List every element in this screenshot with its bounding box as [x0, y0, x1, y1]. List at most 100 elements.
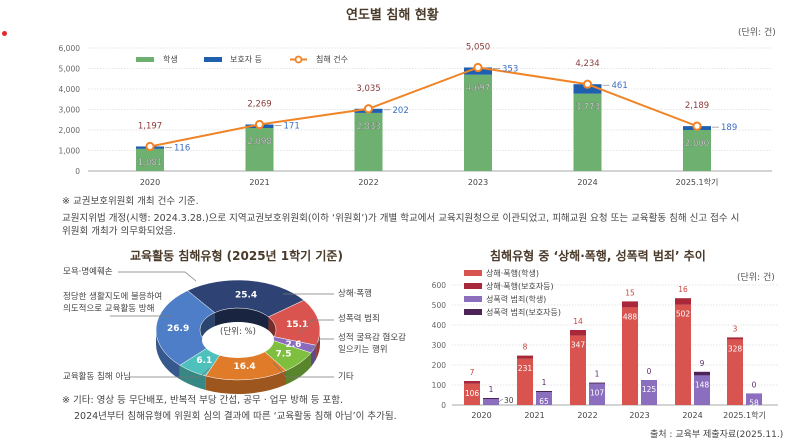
donut-slice: [155, 290, 216, 366]
bar-value-parent: 353: [502, 64, 518, 74]
total-point: [145, 141, 155, 152]
leader-line: [128, 367, 211, 378]
bar-sexual-student: [641, 380, 657, 405]
donut-value-label: 16.4: [233, 362, 255, 372]
pie-label-humiliation-2: 일으키는 행위: [338, 345, 388, 355]
bar-sexual-student: [483, 399, 499, 405]
bar-sexual-parent: [536, 391, 552, 392]
legend-label-parent: 보호자 등: [230, 55, 262, 64]
bar-assault-student: [464, 383, 480, 405]
top-note-1: ※ 교권보호위원회 개최 건수 기준.: [62, 196, 199, 207]
donut-inner-wall: [268, 316, 276, 344]
x-tick-label: 2021: [249, 178, 269, 187]
bar-value-student: 2,833: [356, 122, 380, 132]
bar-value-assault-student: 106: [465, 389, 480, 398]
y-tick-label: 4,000: [59, 85, 81, 94]
y-tick-label: 5,000: [59, 65, 81, 74]
bar-value-sexual-student: 65: [539, 397, 549, 406]
pie-label-other: 기타: [338, 372, 354, 382]
bar-value-assault-parent: 14: [573, 317, 583, 326]
legend-marker-total: [294, 55, 303, 64]
bar-value-parent: 189: [721, 123, 737, 133]
bar-parent: [573, 84, 602, 94]
x-tick-label: 2023: [468, 178, 488, 187]
bar-assault-parent: [622, 301, 638, 308]
chart1-title: 연도별 침해 현황: [346, 8, 439, 23]
pie-label-assault: 상해·폭행: [338, 289, 372, 299]
bar-value-sexual-parent: 9: [700, 359, 705, 368]
leader-line: [496, 398, 504, 404]
bar-value-parent: 202: [393, 106, 409, 116]
pie-label-humiliation-1: 성적 굴욕감 혐오감: [338, 333, 406, 343]
bar-assault-parent: [727, 337, 743, 340]
pie-label-disruption-2: 의도적으로 교육활동 방해: [63, 304, 155, 314]
pie-label-not-infringement: 교육활동 침해 아님: [63, 372, 131, 382]
line-value-total: 2,269: [247, 99, 271, 109]
bar-assault-student: [570, 335, 586, 405]
chart2-title: 교육활동 침해유형 (2025년 1학기 기준): [130, 249, 343, 263]
bar-value-student: 2,098: [247, 137, 271, 147]
bar-value-assault-parent: 8: [523, 343, 528, 352]
donut-side-wall: [179, 365, 206, 390]
legend-swatch: [464, 283, 482, 289]
line-value-total: 3,035: [356, 84, 380, 94]
legend-swatch: [464, 309, 482, 315]
line-value-total: 4,234: [575, 59, 599, 69]
x-tick-label: 2025.1학기: [676, 177, 719, 187]
source-note: 출처 : 교육부 제출자료(2025.11.): [650, 430, 784, 440]
bar-value-parent: 171: [284, 121, 300, 131]
donut-hole: [202, 322, 274, 358]
x-tick-label: 2022: [577, 411, 597, 420]
leader-line: [308, 338, 334, 349]
total-point: [692, 121, 702, 131]
total-point: [363, 104, 374, 114]
bar-assault-student: [517, 358, 533, 405]
legend-swatch: [464, 270, 482, 276]
bar-value-sexual-parent: 0: [752, 380, 757, 389]
x-tick-label: 2021: [524, 411, 544, 420]
bar-student: [136, 148, 164, 171]
bar-sexual-student: [536, 392, 552, 405]
bar-value-sexual-parent: 1: [489, 385, 494, 394]
bar-assault-parent: [517, 355, 533, 359]
y-tick-label: 0: [75, 167, 80, 176]
bar-value-assault-student: 347: [571, 341, 586, 350]
top-note-2: 교원지위법 개정(시행: 2024.3.28.)으로 지역교권보호위원회(이하 …: [62, 213, 740, 224]
bar-value-parent: 461: [612, 81, 628, 91]
x-tick-label: 2023: [629, 411, 649, 420]
y-tick-label: 1,000: [59, 147, 81, 156]
chart1-svg: 0 1,000 2,000 3,000 4,000 5,000 6,000 2020 1,08…: [59, 42, 772, 187]
top-note-3: 위원회 개최가 의무화되었음.: [62, 226, 176, 237]
y-tick-label: 100: [432, 381, 447, 390]
legend-label: 상해·폭행(학생): [486, 268, 539, 278]
bar-assault-student: [727, 339, 743, 405]
y-tick-label: 600: [432, 281, 447, 290]
x-tick-label: 2020: [140, 178, 160, 187]
legend-label-student: 학생: [163, 54, 178, 64]
bar-sexual-student: [694, 375, 710, 405]
chart1-unit: (단위: 건): [738, 28, 776, 38]
bar-value-assault-parent: 15: [625, 288, 635, 297]
y-tick-label: 0: [441, 401, 446, 410]
bar-value-sexual-student: 107: [590, 389, 605, 398]
y-tick-label: 200: [432, 361, 447, 370]
chart2-svg: (단위: %) 25.4 15.1 2.67.5 16.4 6.1 26.9: [110, 271, 334, 394]
x-tick-label: 2025.1학기: [723, 410, 766, 420]
line-value-total: 1,197: [138, 121, 162, 131]
leader-line: [118, 271, 197, 282]
bar-assault-student: [675, 304, 691, 405]
donut-slice: [187, 279, 305, 318]
x-tick-label: 2022: [358, 178, 378, 187]
bar-student: [573, 93, 602, 171]
legend-label: 성폭력 범죄(학생): [486, 294, 546, 304]
bar-value-student: 3,773: [575, 103, 599, 113]
bar-student: [464, 74, 492, 171]
donut-side-wall: [156, 330, 180, 380]
bar-value-assault-parent: 7: [470, 368, 475, 377]
leader-line: [272, 361, 334, 378]
donut-inner-wall: [214, 308, 269, 331]
line-value-total: 5,050: [466, 42, 490, 52]
bar-value-sexual-student: 125: [642, 385, 657, 394]
bar-student: [683, 130, 711, 171]
